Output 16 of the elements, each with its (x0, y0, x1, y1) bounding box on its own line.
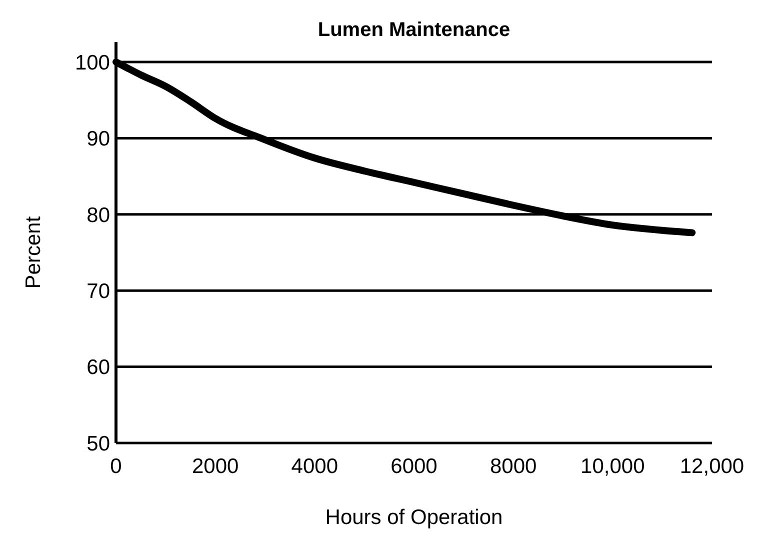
x-axis-title: Hours of Operation (325, 506, 503, 529)
x-tick-label: 6000 (390, 455, 438, 478)
chart-title: Lumen Maintenance (318, 19, 510, 41)
x-tick-label: 12,000 (680, 455, 744, 478)
x-tick-label: 0 (110, 455, 122, 478)
y-tick-label: 90 (86, 128, 110, 151)
y-tick-label: 70 (86, 280, 110, 303)
y-tick-label: 50 (86, 432, 110, 456)
x-tick-label: 4000 (291, 455, 338, 478)
x-tick-label: 2000 (192, 455, 239, 478)
y-tick-label: 60 (86, 356, 110, 380)
x-tick-label: 10,000 (580, 455, 645, 478)
y-axis-title: Percent (22, 216, 45, 289)
x-tick-label: 8000 (490, 455, 537, 478)
y-tick-label: 100 (74, 51, 110, 74)
y-tick-label: 80 (86, 204, 110, 227)
